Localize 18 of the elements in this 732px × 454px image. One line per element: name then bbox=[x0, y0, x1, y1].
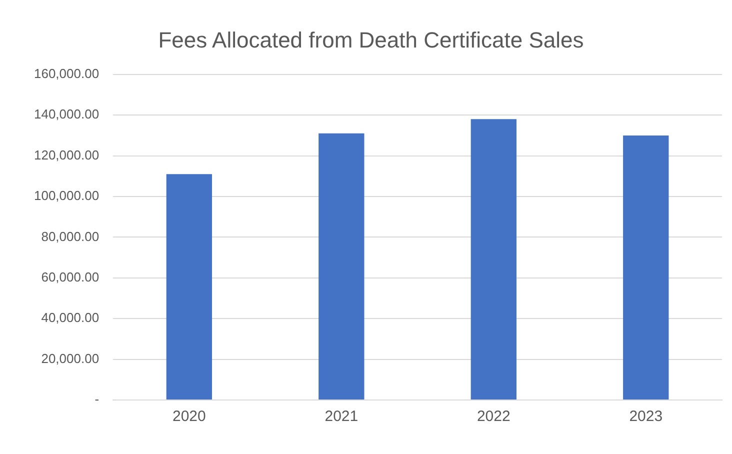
y-tick-label: 100,000.00 bbox=[34, 188, 100, 204]
y-tick-label: 80,000.00 bbox=[41, 228, 100, 244]
bar bbox=[623, 135, 669, 400]
y-tick-label: 40,000.00 bbox=[41, 310, 100, 326]
y-tick-label: 20,000.00 bbox=[41, 350, 100, 366]
y-tick-label: 140,000.00 bbox=[34, 106, 100, 122]
y-tick-label: - bbox=[94, 392, 100, 407]
x-tick-label: 2020 bbox=[172, 408, 206, 426]
x-tick-label: 2022 bbox=[476, 408, 510, 426]
x-tick-label: 2023 bbox=[629, 408, 663, 426]
bar bbox=[470, 119, 516, 400]
y-tick-label: 120,000.00 bbox=[34, 147, 100, 162]
y-tick-label: 60,000.00 bbox=[41, 269, 100, 284]
x-tick-label: 2021 bbox=[324, 408, 358, 426]
chart-title: Fees Allocated from Death Certificate Sales bbox=[158, 27, 584, 52]
bar bbox=[166, 174, 212, 400]
bar bbox=[318, 133, 364, 400]
y-tick-label: 160,000.00 bbox=[34, 66, 100, 81]
